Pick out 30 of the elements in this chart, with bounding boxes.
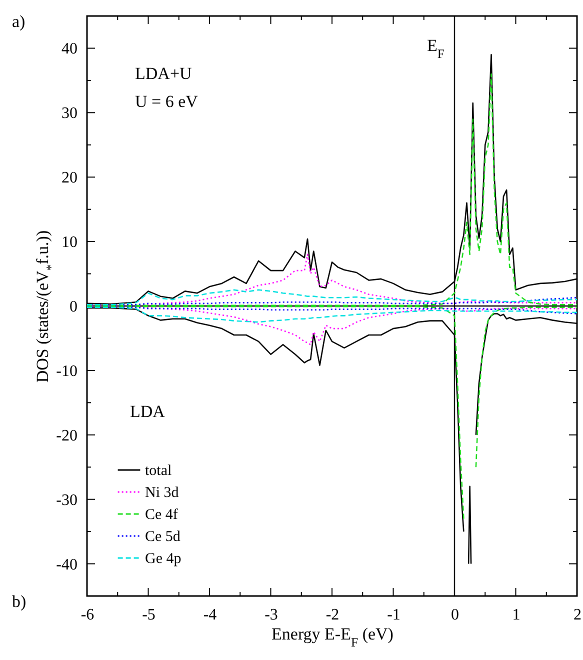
- legend-label: Ni 3d: [145, 485, 180, 501]
- x-tick-label: -4: [203, 606, 217, 624]
- legend-label: total: [145, 463, 172, 479]
- x-tick-label: -6: [80, 606, 94, 624]
- y-tick-label: 40: [62, 40, 78, 58]
- x-tick-label: 2: [574, 606, 582, 624]
- x-tick-label: -3: [264, 606, 278, 624]
- y-tick-label: 0: [70, 298, 78, 316]
- legend-label: Ge 4p: [145, 551, 182, 567]
- legend-label: Ce 4f: [145, 507, 178, 523]
- x-tick-label: -2: [326, 606, 340, 624]
- x-axis-title: Energy E-E$_{F}$ (eV): [272, 624, 394, 650]
- y-tick-label: -10: [56, 362, 78, 380]
- x-tick-label: 0: [451, 606, 459, 624]
- y-tick-label: -30: [56, 492, 78, 509]
- text: a): [12, 12, 26, 31]
- legend-label: Ce 5d: [145, 529, 181, 545]
- x-tick-label: 1: [512, 606, 520, 624]
- x-tick-label: -1: [387, 606, 400, 624]
- annotation: U = 6 eV: [135, 92, 199, 111]
- x-tick-label: -5: [142, 606, 156, 624]
- annotation: LDA+U: [135, 64, 192, 83]
- y-tick-label: 30: [62, 105, 78, 122]
- text: b): [12, 592, 26, 611]
- y-tick-label: -20: [56, 427, 78, 444]
- y-tick-label: 10: [62, 234, 78, 252]
- ref-line-label: E$_{F}$: [427, 36, 444, 61]
- y-tick-label: -40: [56, 556, 78, 574]
- annotation: LDA: [130, 402, 166, 421]
- y-tick-label: 20: [62, 170, 78, 187]
